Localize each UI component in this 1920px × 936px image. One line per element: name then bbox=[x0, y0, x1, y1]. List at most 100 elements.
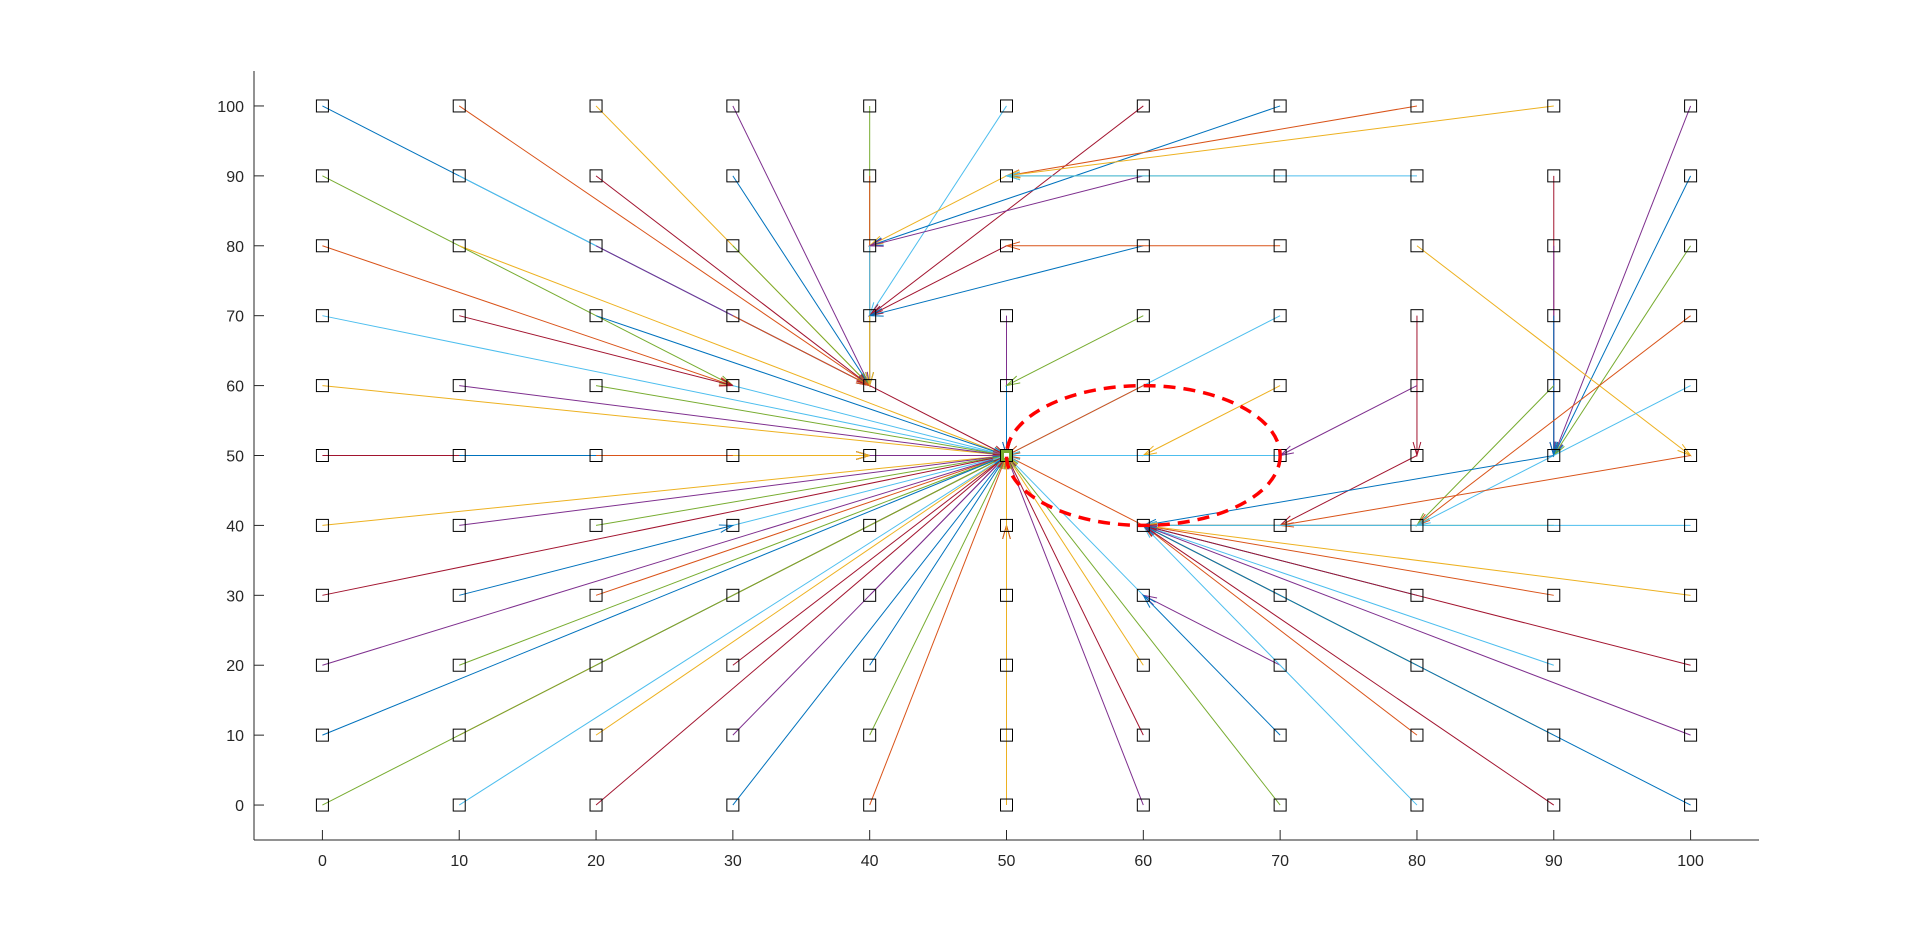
sensor-node bbox=[863, 99, 877, 113]
route-edge bbox=[322, 315, 1007, 456]
sensor-node bbox=[863, 658, 877, 672]
sensor-node bbox=[1410, 379, 1424, 393]
sensor-node bbox=[589, 239, 603, 253]
route-edge bbox=[732, 385, 1007, 456]
sensor-node bbox=[1136, 728, 1150, 742]
sensor-node bbox=[1547, 728, 1561, 742]
sensor-node bbox=[1000, 658, 1013, 672]
y-tick-label: 20 bbox=[226, 658, 244, 675]
x-axis-ticks: 0 10 20 30 40 50 60 70 80 90 100 bbox=[318, 830, 1704, 870]
sensor-node bbox=[1000, 588, 1013, 602]
sensor-node bbox=[1410, 798, 1424, 812]
route-edge bbox=[1006, 105, 1554, 177]
sensor-node bbox=[726, 169, 740, 183]
sensor-node bbox=[452, 658, 466, 672]
sensor-node bbox=[726, 449, 740, 462]
route-edge bbox=[1553, 105, 1692, 456]
sensor-node bbox=[1684, 309, 1698, 323]
route-edge bbox=[322, 245, 734, 387]
sensor-node bbox=[726, 798, 740, 812]
sensor-node bbox=[726, 239, 740, 253]
route-edge bbox=[869, 455, 1007, 806]
sensor-node bbox=[1273, 728, 1287, 742]
sensor-node bbox=[1000, 169, 1013, 183]
sensor-node bbox=[1136, 99, 1150, 113]
sensor-node bbox=[1547, 449, 1561, 462]
route-edge bbox=[595, 455, 1007, 806]
sensor-node bbox=[452, 309, 466, 323]
y-tick-label: 30 bbox=[226, 588, 244, 605]
sensor-node bbox=[1684, 99, 1698, 113]
route-edge bbox=[458, 455, 1007, 806]
x-tick-label: 70 bbox=[1271, 853, 1289, 870]
sensor-node bbox=[315, 239, 329, 253]
sensor-nodes bbox=[315, 99, 1698, 812]
sensor-node bbox=[1410, 588, 1424, 602]
highlight-ellipse bbox=[1004, 383, 1282, 528]
sensor-node bbox=[1273, 239, 1287, 253]
route-edge bbox=[1143, 455, 1554, 526]
x-tick-label: 80 bbox=[1408, 853, 1426, 870]
sensor-node bbox=[1684, 518, 1698, 532]
sensor-node bbox=[1136, 658, 1150, 672]
sensor-node bbox=[589, 588, 603, 602]
route-edge bbox=[1143, 524, 1691, 806]
route-edge bbox=[1143, 524, 1554, 596]
sensor-node bbox=[1684, 239, 1698, 253]
y-tick-label: 100 bbox=[217, 99, 244, 116]
sensor-node bbox=[1273, 518, 1287, 532]
sensor-node bbox=[863, 588, 877, 602]
sensor-node bbox=[1136, 239, 1150, 253]
route-edge bbox=[732, 455, 1007, 736]
route-edge bbox=[1143, 524, 1691, 736]
route-edge bbox=[732, 455, 1007, 526]
sensor-node bbox=[1410, 518, 1424, 532]
sensor-node bbox=[1000, 309, 1013, 323]
route-edge bbox=[595, 315, 1007, 456]
y-tick-label: 90 bbox=[226, 169, 244, 186]
sensor-node bbox=[1410, 449, 1424, 462]
sensor-node bbox=[589, 309, 603, 323]
sensor-node bbox=[315, 798, 329, 812]
y-tick-label: 70 bbox=[226, 309, 244, 326]
sensor-node bbox=[315, 169, 329, 183]
sensor-node bbox=[452, 449, 466, 462]
sensor-node bbox=[589, 379, 603, 393]
y-tick-label: 0 bbox=[235, 798, 244, 815]
route-edge bbox=[732, 455, 1007, 666]
route-edge bbox=[1416, 315, 1691, 526]
route-edge bbox=[869, 175, 1144, 247]
sensor-node bbox=[863, 798, 877, 812]
sensor-node bbox=[589, 798, 603, 812]
y-tick-label: 60 bbox=[226, 379, 244, 396]
sensor-node bbox=[1273, 379, 1287, 393]
route-edge bbox=[869, 175, 1007, 247]
sensor-node bbox=[1136, 588, 1150, 602]
route-edge bbox=[732, 455, 1007, 806]
sensor-node bbox=[863, 728, 877, 742]
sensor-node bbox=[1410, 728, 1424, 742]
sensor-node bbox=[452, 728, 466, 742]
sensor-node bbox=[1547, 518, 1561, 532]
route-edge bbox=[595, 455, 1007, 596]
route-edge bbox=[1006, 385, 1144, 456]
x-tick-label: 10 bbox=[450, 853, 468, 870]
sensor-node bbox=[1273, 658, 1287, 672]
route-edge bbox=[595, 385, 1007, 456]
sensor-node bbox=[589, 518, 603, 532]
x-tick-label: 30 bbox=[724, 853, 742, 870]
route-edge bbox=[1553, 245, 1692, 456]
sensor-node bbox=[1000, 379, 1013, 393]
sensor-node bbox=[589, 449, 603, 462]
route-arrowhead bbox=[1004, 375, 1021, 387]
sensor-node bbox=[1136, 309, 1150, 323]
x-tick-label: 100 bbox=[1677, 853, 1704, 870]
sensor-node bbox=[589, 658, 603, 672]
route-edge bbox=[732, 105, 871, 386]
sensor-node bbox=[1547, 169, 1561, 183]
route-edge bbox=[869, 245, 1144, 317]
sensor-node bbox=[315, 728, 329, 742]
x-tick-label: 90 bbox=[1545, 853, 1563, 870]
sensor-node bbox=[452, 588, 466, 602]
